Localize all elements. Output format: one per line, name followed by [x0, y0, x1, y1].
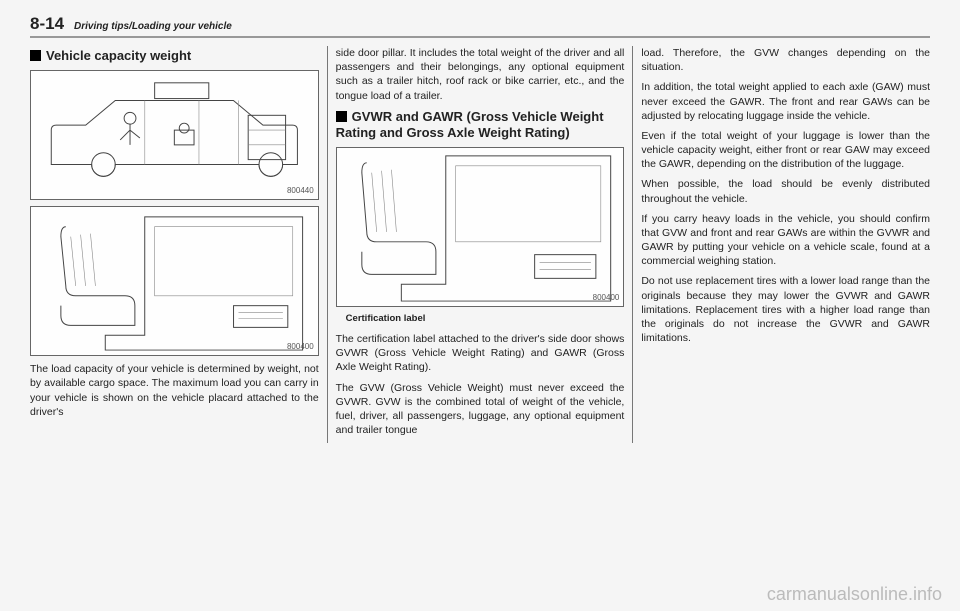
- body-text: Do not use replacement tires with a lowe…: [641, 274, 930, 345]
- body-text: The load capacity of your vehicle is det…: [30, 362, 319, 419]
- body-text: In addition, the total weight applied to…: [641, 80, 930, 123]
- body-text: Even if the total weight of your luggage…: [641, 129, 930, 172]
- body-text: The certification label attached to the …: [336, 332, 625, 375]
- page-number: 8-14: [30, 14, 64, 34]
- bullet-icon: [30, 50, 41, 61]
- column-2: side door pillar. It includes the total …: [328, 46, 634, 443]
- heading-text: GVWR and GAWR (Gross Vehicle Weight Rati…: [336, 109, 604, 140]
- figure-certification-label: 800400: [336, 147, 625, 307]
- figure-vehicle-side: 800440: [30, 70, 319, 200]
- page-header: 8-14 Driving tips/Loading your vehicle: [30, 14, 930, 38]
- heading-vehicle-capacity: Vehicle capacity weight: [30, 48, 319, 64]
- figure-number: 800400: [287, 342, 314, 353]
- heading-gvwr-gawr: GVWR and GAWR (Gross Vehicle Weight Rati…: [336, 109, 625, 142]
- heading-text: Vehicle capacity weight: [46, 48, 191, 63]
- figure-door-label-1: 800400: [30, 206, 319, 356]
- content-columns: Vehicle capacity weight: [30, 46, 930, 443]
- section-title: Driving tips/Loading your vehicle: [74, 21, 232, 32]
- figure-number: 800400: [593, 293, 620, 304]
- figure-caption: Certification label: [346, 313, 625, 326]
- watermark: carmanualsonline.info: [767, 584, 942, 605]
- body-text: When possible, the load should be evenly…: [641, 177, 930, 205]
- column-1: Vehicle capacity weight: [30, 46, 328, 443]
- body-text: The GVW (Gross Vehicle Weight) must neve…: [336, 381, 625, 438]
- manual-page: 8-14 Driving tips/Loading your vehicle V…: [0, 0, 960, 453]
- body-text: If you carry heavy loads in the vehicle,…: [641, 212, 930, 269]
- figure-number: 800440: [287, 186, 314, 197]
- body-text: side door pillar. It includes the total …: [336, 46, 625, 103]
- bullet-icon: [336, 111, 347, 122]
- body-text: load. Therefore, the GVW changes dependi…: [641, 46, 930, 74]
- column-3: load. Therefore, the GVW changes dependi…: [633, 46, 930, 443]
